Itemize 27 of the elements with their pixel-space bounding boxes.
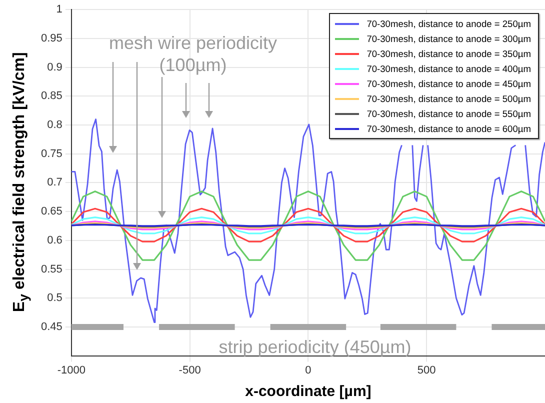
y-tick-label: 0.8 <box>47 119 62 132</box>
x-tick-label: 0 <box>305 364 312 376</box>
legend-label: 70-30mesh, distance to anode = 400µm <box>366 64 531 74</box>
x-tick-label: 500 <box>417 364 436 376</box>
x-tick-label: -1000 <box>57 364 86 376</box>
y-tick-label: 0.65 <box>40 206 62 218</box>
y-tick-label: 0.85 <box>40 90 62 102</box>
x-axis-title: x-coordinate [µm] <box>245 383 372 400</box>
y-tick-label: 0.9 <box>47 61 62 74</box>
x-tick-label: -500 <box>178 364 201 376</box>
legend-label: 70-30mesh, distance to anode = 550µm <box>366 108 531 118</box>
y-tick-label: 1 <box>56 4 62 16</box>
y-tick-label: 0.75 <box>40 148 62 160</box>
legend-label: 70-30mesh, distance to anode = 450µm <box>366 78 531 88</box>
annotation: mesh wire periodicity (100µm) <box>108 32 278 76</box>
y-tick-label: 0.45 <box>40 320 62 333</box>
y-tick-label: 0.7 <box>47 176 62 189</box>
y-tick-label: 0.55 <box>40 263 62 276</box>
annotation: strip periodicity (450µm) <box>218 336 412 358</box>
y-tick-label: 0.6 <box>47 234 62 246</box>
legend-label: 70-30mesh, distance to anode = 350µm <box>366 48 531 58</box>
legend-label: 70-30mesh, distance to anode = 300µm <box>366 34 531 44</box>
y-tick-label: 0.95 <box>40 32 62 44</box>
legend-label: 70-30mesh, distance to anode = 500µm <box>366 94 531 104</box>
y-tick-label: 0.5 <box>47 292 62 304</box>
legend-label: 70-30mesh, distance to anode = 600µm <box>366 124 531 134</box>
legend-label: 70-30mesh, distance to anode = 250µm <box>366 18 531 28</box>
